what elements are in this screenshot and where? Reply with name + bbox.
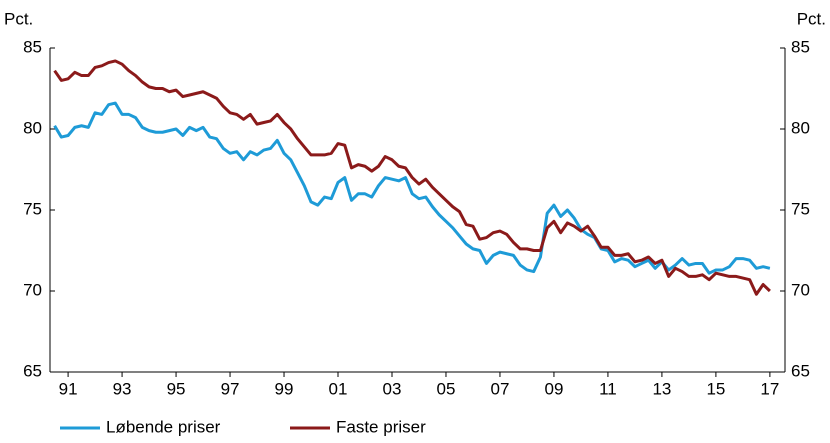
- y2-tick-label: 75: [791, 199, 810, 218]
- y-axis-label: Pct.: [4, 9, 33, 28]
- x-tick-label: 11: [599, 379, 617, 398]
- line-series: [53, 59, 771, 296]
- x-tick-label: 07: [491, 379, 510, 398]
- x-tick-label: 15: [706, 379, 725, 398]
- x-tick-label: 09: [544, 379, 563, 398]
- y2-tick-label: 85: [791, 37, 810, 56]
- x-tick-label: 97: [221, 379, 240, 398]
- x-tick-label: 95: [167, 379, 186, 398]
- y-tick-label: 85: [23, 37, 42, 56]
- legend-label: Løbende priser: [106, 417, 221, 436]
- x-tick-label: 13: [652, 379, 671, 398]
- x-tick-label: 93: [113, 379, 132, 398]
- y-tick-label: 65: [23, 361, 42, 380]
- x-tick-label: 17: [760, 379, 779, 398]
- y2-axis-label: Pct.: [797, 9, 826, 28]
- legend-label: Faste priser: [336, 417, 426, 436]
- y2-tick-label: 65: [791, 361, 810, 380]
- line-series: [53, 101, 771, 275]
- y-tick-label: 70: [23, 280, 42, 299]
- x-tick-label: 99: [275, 379, 294, 398]
- x-tick-label: 05: [437, 379, 456, 398]
- y2-tick-label: 80: [791, 118, 810, 137]
- y-tick-label: 80: [23, 118, 42, 137]
- y-tick-label: 75: [23, 199, 42, 218]
- x-tick-label: 91: [59, 379, 78, 398]
- x-tick-label: 03: [383, 379, 402, 398]
- x-tick-label: 01: [329, 379, 348, 398]
- y2-tick-label: 70: [791, 280, 810, 299]
